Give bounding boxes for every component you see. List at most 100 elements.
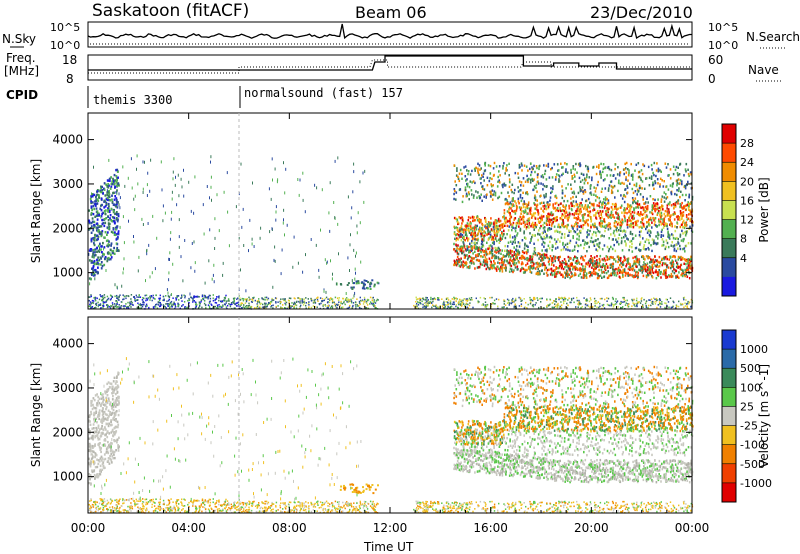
data-cell	[682, 221, 684, 224]
data-cell	[641, 226, 643, 230]
data-cell	[274, 297, 277, 299]
data-cell	[446, 304, 449, 306]
data-cell	[567, 248, 569, 252]
data-cell	[620, 306, 622, 309]
data-cell	[510, 264, 513, 268]
data-cell	[461, 216, 463, 219]
data-cell	[169, 237, 171, 241]
data-cell	[565, 272, 567, 275]
data-cell	[587, 229, 589, 232]
data-cell	[239, 297, 241, 299]
data-cell	[673, 255, 675, 258]
data-cell	[612, 304, 615, 306]
data-cell	[201, 306, 203, 309]
data-cell	[609, 213, 612, 217]
data-cell	[371, 279, 374, 282]
data-cell	[459, 188, 462, 191]
data-cell	[314, 306, 316, 308]
data-cell	[93, 165, 94, 169]
data-cell	[441, 305, 444, 307]
data-cell	[485, 267, 488, 271]
data-cell	[460, 305, 463, 307]
data-cell	[281, 248, 283, 252]
data-cell	[123, 298, 125, 300]
data-cell	[338, 252, 339, 256]
data-cell	[598, 275, 600, 278]
data-cell	[535, 262, 537, 265]
data-cell	[588, 245, 590, 249]
data-cell	[524, 180, 527, 183]
data-cell	[331, 298, 333, 300]
data-cell	[653, 239, 655, 242]
data-cell	[597, 238, 599, 241]
data-cell	[96, 193, 99, 196]
data-cell	[667, 188, 670, 191]
data-cell	[674, 259, 677, 262]
data-cell	[94, 254, 97, 257]
data-cell	[677, 258, 680, 261]
data-cell	[596, 249, 599, 252]
data-cell	[462, 260, 465, 263]
data-cell	[498, 251, 500, 255]
data-cell	[486, 226, 488, 229]
data-cell	[596, 261, 599, 264]
data-cell	[90, 248, 93, 251]
data-cell	[493, 299, 496, 302]
data-cell	[490, 251, 492, 255]
data-cell	[480, 232, 483, 236]
data-cell	[467, 239, 469, 242]
data-cell	[608, 168, 611, 171]
data-cell	[512, 221, 515, 225]
data-cell	[158, 297, 160, 300]
data-cell	[599, 172, 602, 175]
data-cell	[636, 188, 639, 191]
data-cell	[655, 300, 657, 303]
data-cell	[672, 263, 675, 266]
data-cell	[586, 210, 589, 213]
data-cell	[503, 182, 506, 185]
data-cell	[181, 300, 183, 302]
data-cell	[142, 301, 144, 304]
data-cell	[286, 223, 288, 227]
data-cell	[113, 220, 116, 224]
data-cell	[170, 217, 172, 221]
data-cell	[105, 197, 108, 201]
data-cell	[486, 258, 488, 261]
data-cell	[269, 230, 271, 234]
data-cell	[595, 187, 597, 190]
data-cell	[184, 239, 186, 242]
data-cell	[234, 303, 236, 305]
data-cell	[552, 260, 554, 264]
data-cell	[622, 260, 624, 264]
data-cell	[291, 305, 293, 307]
data-cell	[142, 187, 144, 191]
data-cell	[677, 173, 679, 177]
data-cell	[94, 296, 97, 299]
data-cell	[145, 297, 147, 300]
data-cell	[96, 260, 99, 263]
data-cell	[115, 238, 118, 241]
data-cell	[108, 158, 110, 162]
data-cell	[544, 169, 547, 173]
data-cell	[427, 302, 429, 304]
data-cell	[371, 297, 374, 299]
data-cell	[226, 304, 229, 307]
data-cell	[492, 193, 495, 196]
data-cell	[107, 297, 110, 300]
data-cell	[108, 205, 110, 208]
data-cell	[682, 297, 685, 299]
data-cell	[508, 211, 510, 214]
data-cell	[642, 222, 645, 226]
data-cell	[97, 301, 99, 304]
data-cell	[500, 265, 502, 268]
data-cell	[648, 248, 650, 251]
data-cell	[562, 267, 565, 271]
data-cell	[667, 301, 670, 303]
data-cell	[529, 299, 531, 301]
data-cell	[279, 300, 281, 303]
data-cell	[666, 241, 669, 245]
data-cell	[272, 307, 274, 309]
data-cell	[465, 225, 467, 229]
data-cell	[108, 192, 111, 196]
data-cell	[111, 302, 114, 304]
